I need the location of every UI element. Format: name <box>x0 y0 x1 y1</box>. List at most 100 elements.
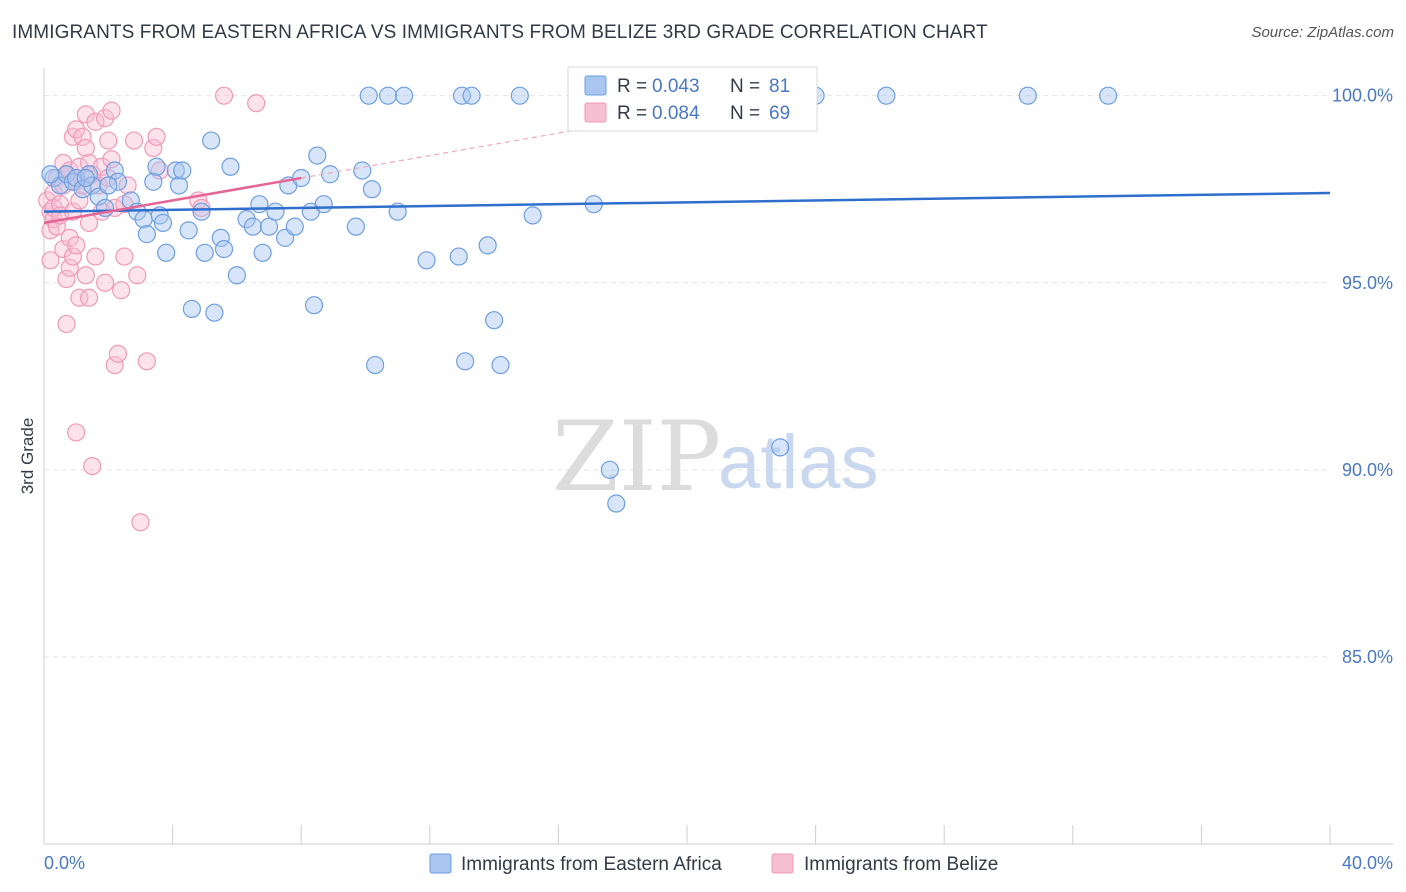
axes <box>43 68 1393 845</box>
point-eastern-africa <box>144 172 163 191</box>
chart-source: Source: ZipAtlas.com <box>1251 24 1394 41</box>
point-eastern-africa <box>607 494 626 513</box>
bottom-legend: Immigrants from Eastern Africa Immigrant… <box>429 853 998 875</box>
point-belize <box>86 247 105 266</box>
legend-label-eastern-africa: Immigrants from Eastern Africa <box>461 854 722 875</box>
y-tick-label: 95.0% <box>1342 273 1393 293</box>
point-eastern-africa <box>243 217 263 236</box>
point-belize <box>102 101 121 120</box>
watermark-atlas: atlas <box>718 420 879 505</box>
point-eastern-africa <box>449 247 468 266</box>
stats-n-label: N = <box>730 76 760 97</box>
point-eastern-africa <box>362 180 382 199</box>
watermark: ZIP atlas <box>552 401 879 513</box>
point-eastern-africa <box>137 225 156 244</box>
trend-line-belize <box>43 176 302 225</box>
stats-box-frame <box>567 66 818 132</box>
y-tick-label: 90.0% <box>1342 460 1393 480</box>
point-eastern-africa <box>253 243 272 262</box>
series-eastern-africa-points <box>41 86 1118 513</box>
point-belize <box>67 120 86 139</box>
point-belize <box>67 236 86 255</box>
point-eastern-africa <box>485 311 504 330</box>
point-eastern-africa <box>314 195 333 214</box>
stats-n-value: 69 <box>769 103 790 124</box>
stats-swatch-pink <box>584 102 607 123</box>
point-belize <box>108 344 128 363</box>
point-belize <box>57 269 76 289</box>
point-belize <box>76 138 95 158</box>
point-eastern-africa <box>456 352 475 371</box>
point-belize <box>137 352 156 371</box>
stats-r-label: R = <box>617 103 647 124</box>
point-belize <box>60 228 79 247</box>
gridlines <box>44 95 1330 658</box>
point-belize <box>99 131 118 150</box>
point-eastern-africa <box>147 157 166 176</box>
point-eastern-africa <box>417 251 436 270</box>
point-eastern-africa <box>179 221 198 240</box>
point-eastern-africa <box>304 296 324 315</box>
stats-r-value: 0.084 <box>652 103 700 124</box>
point-eastern-africa <box>250 195 269 214</box>
point-eastern-africa <box>346 217 365 236</box>
point-eastern-africa <box>192 202 211 221</box>
point-belize <box>112 281 131 300</box>
point-belize <box>115 247 134 266</box>
point-belize <box>70 288 89 307</box>
watermark-zip: ZIP <box>552 401 721 513</box>
point-belize <box>95 109 115 128</box>
point-eastern-africa <box>285 217 304 236</box>
point-eastern-africa <box>491 355 510 375</box>
point-eastern-africa <box>166 161 185 180</box>
point-belize <box>70 191 89 210</box>
stats-swatch-blue <box>584 75 607 96</box>
point-eastern-africa <box>394 86 414 105</box>
point-eastern-africa <box>308 146 327 165</box>
point-eastern-africa <box>205 303 224 322</box>
point-eastern-africa <box>321 165 340 184</box>
point-eastern-africa <box>173 161 192 180</box>
point-eastern-africa <box>366 355 385 375</box>
point-belize <box>124 131 144 150</box>
point-eastern-africa <box>359 86 378 105</box>
point-eastern-africa <box>99 176 118 195</box>
point-belize <box>86 112 105 131</box>
point-eastern-africa <box>1018 86 1037 105</box>
point-eastern-africa <box>202 131 221 150</box>
series-belize-points <box>38 86 266 532</box>
point-belize <box>131 513 150 532</box>
stats-n-value: 81 <box>769 76 790 97</box>
point-belize <box>67 423 86 442</box>
point-belize <box>105 355 124 375</box>
x-tick-label-min: 0.0% <box>44 853 85 873</box>
x-tick-label-max: 40.0% <box>1342 853 1393 873</box>
point-eastern-africa <box>105 161 124 180</box>
stats-legend-box: R = 0.043 N = 81 R = 0.084 N = 69 <box>567 66 818 132</box>
y-tick-label: 100.0% <box>1332 86 1393 106</box>
point-eastern-africa <box>462 86 481 105</box>
point-eastern-africa <box>353 161 372 180</box>
tick-labels: 100.0% 95.0% 90.0% 85.0% 0.0% 40.0% <box>44 86 1393 873</box>
point-belize <box>73 127 92 146</box>
point-belize <box>147 127 166 146</box>
point-eastern-africa <box>83 176 102 195</box>
point-belize <box>102 150 121 169</box>
point-belize <box>79 288 99 307</box>
point-eastern-africa <box>73 180 92 199</box>
trend-line-eastern-africa <box>43 191 1331 213</box>
point-eastern-africa <box>227 266 246 285</box>
point-eastern-africa <box>182 299 201 319</box>
point-eastern-africa <box>134 210 153 229</box>
legend-label-belize: Immigrants from Belize <box>804 854 998 875</box>
point-eastern-africa <box>523 206 542 225</box>
point-belize <box>57 314 76 334</box>
point-belize <box>41 251 60 270</box>
point-eastern-africa <box>600 460 619 479</box>
point-belize <box>83 456 102 476</box>
point-belize <box>128 266 147 285</box>
point-eastern-africa <box>259 217 279 236</box>
point-eastern-africa <box>169 176 189 195</box>
point-belize <box>99 168 118 188</box>
